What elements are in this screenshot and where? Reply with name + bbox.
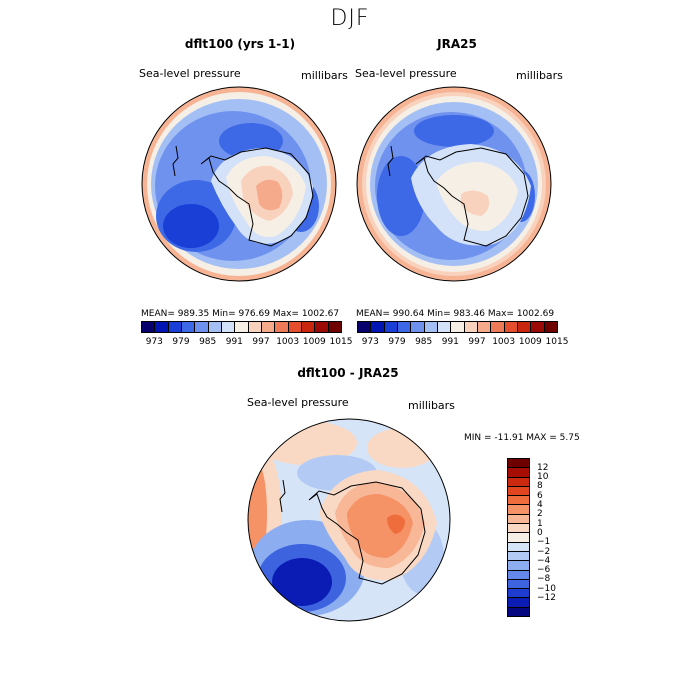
colorbar-tick-label: 2 — [537, 509, 543, 520]
colorbar-cell — [370, 321, 385, 333]
colorbar-cell — [300, 321, 316, 333]
colorbar-tick-label: 1015 — [329, 337, 353, 347]
colorbar-tick-label: 997 — [252, 337, 270, 347]
colorbar-tick-label: 985 — [415, 337, 433, 347]
colorbar-tick-label: 991 — [225, 337, 243, 347]
colorbar-cell — [327, 321, 342, 333]
panel3-title: dflt100 - JRA25 — [297, 366, 399, 380]
colorbar-tick-label: 12 — [537, 462, 549, 473]
colorbar-tick-label: 0 — [537, 527, 543, 538]
colorbar-cell — [141, 321, 156, 333]
colorbar-tick-label: −1 — [537, 537, 551, 548]
colorbar-cell — [543, 321, 558, 333]
colorbar-cell — [516, 321, 532, 333]
colorbar-cell — [274, 321, 289, 333]
panel2-colorbar — [357, 321, 558, 333]
colorbar-tick-label: −8 — [537, 574, 551, 585]
colorbar-tick-label: 1003 — [276, 337, 300, 347]
colorbar-tick-label: 979 — [172, 337, 190, 347]
colorbar-cell — [463, 321, 478, 333]
colorbar-cell — [357, 321, 372, 333]
panel2-field-label: Sea-level pressure — [355, 67, 457, 80]
colorbar-cell — [450, 321, 465, 333]
panel1-title: dflt100 (yrs 1-1) — [184, 37, 296, 51]
colorbar-tick-label: 1 — [537, 518, 543, 529]
colorbar-cell — [314, 321, 329, 333]
colorbar-cell — [220, 321, 236, 333]
colorbar-tick-label: 10 — [537, 472, 549, 483]
colorbar-tick-label: 997 — [468, 337, 486, 347]
colorbar-cell — [234, 321, 249, 333]
colorbar-cell — [423, 321, 438, 333]
panel1-field-label: Sea-level pressure — [139, 67, 241, 80]
colorbar-tick-label: 6 — [537, 490, 543, 501]
colorbar-cell — [410, 321, 425, 333]
colorbar-tick-label: 1009 — [518, 337, 542, 347]
colorbar-cell — [396, 321, 412, 333]
colorbar-tick-label: 973 — [145, 337, 163, 347]
colorbar-tick-label: 1003 — [492, 337, 516, 347]
colorbar-cell — [260, 321, 276, 333]
colorbar-tick-label: 1015 — [545, 337, 569, 347]
colorbar-tick-label: 979 — [388, 337, 406, 347]
colorbar-cell — [507, 606, 530, 618]
colorbar-cell — [383, 321, 398, 333]
panel3-stats: MIN = -11.91 MAX = 5.75 — [464, 433, 580, 443]
colorbar-tick-label: −10 — [537, 583, 556, 594]
colorbar-cell — [194, 321, 209, 333]
panel2-units: millibars — [516, 69, 563, 82]
colorbar-cell — [167, 321, 182, 333]
colorbar-tick-label: 4 — [537, 500, 543, 510]
colorbar-cell — [490, 321, 505, 333]
panel2-stats: MEAN= 990.64 Min= 983.46 Max= 1002.69 — [356, 309, 555, 319]
panel1-stats: MEAN= 989.35 Min= 976.69 Max= 1002.67 — [141, 309, 340, 319]
colorbar-tick-label: 991 — [441, 337, 459, 347]
colorbar-tick-label: 1009 — [302, 337, 326, 347]
colorbar-cell — [436, 321, 452, 333]
colorbar-tick-label: −2 — [537, 546, 551, 557]
colorbar-tick-label: −4 — [537, 555, 551, 566]
colorbar-cell — [154, 321, 169, 333]
colorbar-tick-label: 985 — [199, 337, 217, 347]
colorbar-cell — [247, 321, 262, 333]
colorbar-tick-label: −6 — [537, 565, 551, 576]
colorbar-cell — [207, 321, 222, 333]
panel3-units: millibars — [408, 399, 455, 412]
colorbar-tick-label: 973 — [361, 337, 379, 347]
panel2-title: JRA25 — [437, 37, 477, 51]
panel1-map — [141, 86, 337, 282]
figure-title: DJF — [330, 6, 370, 31]
colorbar-tick-label: −12 — [537, 593, 556, 603]
panel1-colorbar — [141, 321, 342, 333]
panel3-map — [247, 418, 451, 622]
colorbar-cell — [476, 321, 492, 333]
colorbar-cell — [180, 321, 196, 333]
colorbar-cell — [530, 321, 545, 333]
colorbar-cell — [503, 321, 518, 333]
colorbar-cell — [287, 321, 302, 333]
panel3-field-label: Sea-level pressure — [247, 396, 349, 409]
panel1-units: millibars — [301, 69, 348, 82]
panel2-map — [356, 86, 552, 282]
colorbar-tick-label: 8 — [537, 481, 543, 492]
panel3-colorbar — [507, 458, 530, 618]
